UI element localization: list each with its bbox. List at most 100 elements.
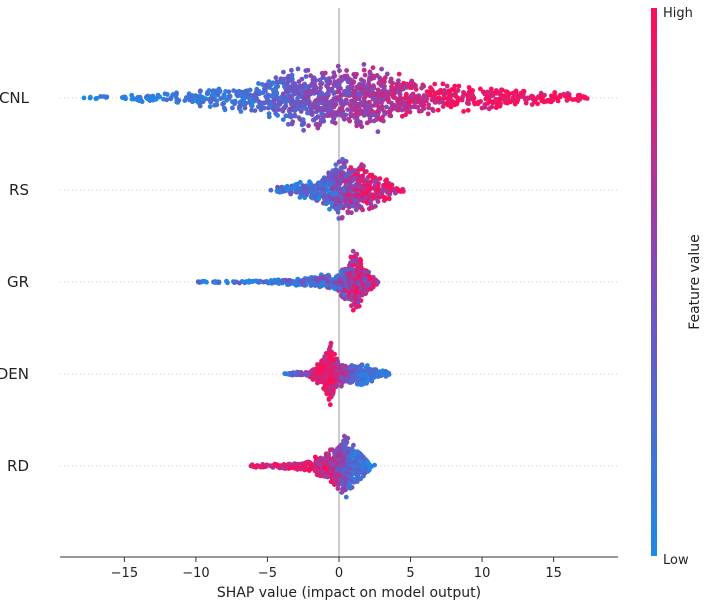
- shap-point: [356, 167, 361, 172]
- shap-point: [226, 89, 232, 95]
- shap-point: [375, 373, 380, 379]
- shap-point: [343, 159, 349, 164]
- shap-point: [489, 104, 495, 110]
- shap-point: [396, 87, 401, 93]
- shap-point: [244, 88, 250, 94]
- shap-point: [367, 467, 372, 472]
- shap-point: [493, 98, 498, 104]
- shap-point: [325, 474, 330, 480]
- shap-point: [294, 87, 299, 93]
- shap-point: [339, 482, 345, 487]
- shap-point: [381, 87, 387, 92]
- shap-point: [101, 94, 107, 99]
- shap-point: [271, 87, 277, 92]
- shap-point: [366, 206, 372, 212]
- shap-point: [337, 473, 343, 479]
- shap-point: [334, 275, 340, 281]
- x-tick-label: −10: [182, 566, 209, 581]
- shap-point: [380, 98, 385, 104]
- shap-point: [505, 96, 511, 102]
- x-tick-label: 15: [545, 566, 562, 581]
- shap-point: [293, 465, 299, 470]
- shap-point: [370, 369, 376, 374]
- shap-point: [352, 467, 358, 473]
- shap-point: [257, 102, 263, 108]
- shap-point: [205, 90, 210, 95]
- shap-point: [413, 94, 419, 100]
- shap-point: [322, 70, 328, 76]
- shap-point: [432, 81, 438, 87]
- shap-point: [403, 95, 408, 101]
- shap-point: [122, 94, 128, 100]
- shap-point: [442, 88, 447, 93]
- feature-labels: CNL RS GR DEN RD: [0, 89, 30, 475]
- shap-point: [326, 187, 331, 193]
- x-ticks: −15 −10 −5 0 5 10 15: [111, 557, 562, 581]
- shap-point: [328, 370, 334, 375]
- shap-point: [384, 71, 390, 77]
- shap-point: [305, 94, 311, 100]
- shap-point: [332, 120, 338, 126]
- shap-point: [136, 98, 142, 104]
- shap-point: [331, 196, 337, 202]
- shap-point: [529, 102, 535, 107]
- shap-point: [351, 168, 357, 173]
- shap-point: [465, 107, 471, 113]
- shap-point: [355, 177, 361, 182]
- shap-point: [314, 189, 320, 195]
- shap-point: [221, 92, 227, 98]
- shap-point: [287, 106, 293, 112]
- shap-point: [315, 125, 321, 131]
- shap-point: [227, 93, 233, 99]
- shap-point: [265, 92, 271, 98]
- shap-point: [404, 91, 409, 97]
- shap-point: [475, 99, 481, 105]
- shap-point: [284, 371, 290, 377]
- shap-point: [429, 86, 434, 92]
- shap-point: [301, 127, 306, 133]
- shap-point: [369, 87, 375, 93]
- shap-point: [344, 100, 350, 106]
- shap-point: [332, 449, 337, 455]
- shap-point: [339, 166, 344, 172]
- shap-point: [280, 106, 286, 112]
- shap-point: [164, 97, 170, 103]
- shap-point: [330, 190, 336, 196]
- shap-point: [452, 102, 457, 108]
- shap-point: [316, 195, 321, 201]
- shap-point: [375, 279, 381, 285]
- shap-point: [347, 466, 353, 471]
- shap-point: [354, 192, 359, 198]
- shap-point: [362, 471, 368, 476]
- shap-point: [396, 107, 401, 113]
- shap-point: [303, 84, 309, 90]
- feature-label-den: DEN: [0, 365, 29, 383]
- shap-point: [294, 189, 300, 195]
- shap-point: [302, 195, 308, 201]
- shap-point: [340, 460, 346, 466]
- shap-point: [332, 175, 338, 180]
- shap-point: [334, 180, 340, 186]
- shap-point: [260, 82, 265, 87]
- shap-point: [369, 91, 375, 97]
- shap-point: [237, 104, 242, 110]
- shap-point: [323, 387, 329, 393]
- shap-point: [351, 90, 357, 96]
- shap-point: [372, 462, 377, 468]
- feature-points-cnl: [81, 62, 590, 135]
- shap-point: [482, 105, 488, 110]
- shap-point: [280, 117, 286, 122]
- shap-point: [359, 109, 364, 115]
- shap-point: [380, 114, 385, 120]
- shap-point: [421, 93, 427, 98]
- shap-point: [409, 93, 414, 98]
- shap-point: [292, 185, 298, 191]
- shap-point: [291, 281, 297, 286]
- shap-point: [318, 191, 324, 196]
- shap-point: [337, 68, 342, 74]
- shap-point: [362, 456, 368, 462]
- shap-point: [330, 185, 336, 191]
- shap-point: [334, 371, 339, 377]
- shap-point: [248, 463, 254, 469]
- shap-point: [344, 378, 350, 384]
